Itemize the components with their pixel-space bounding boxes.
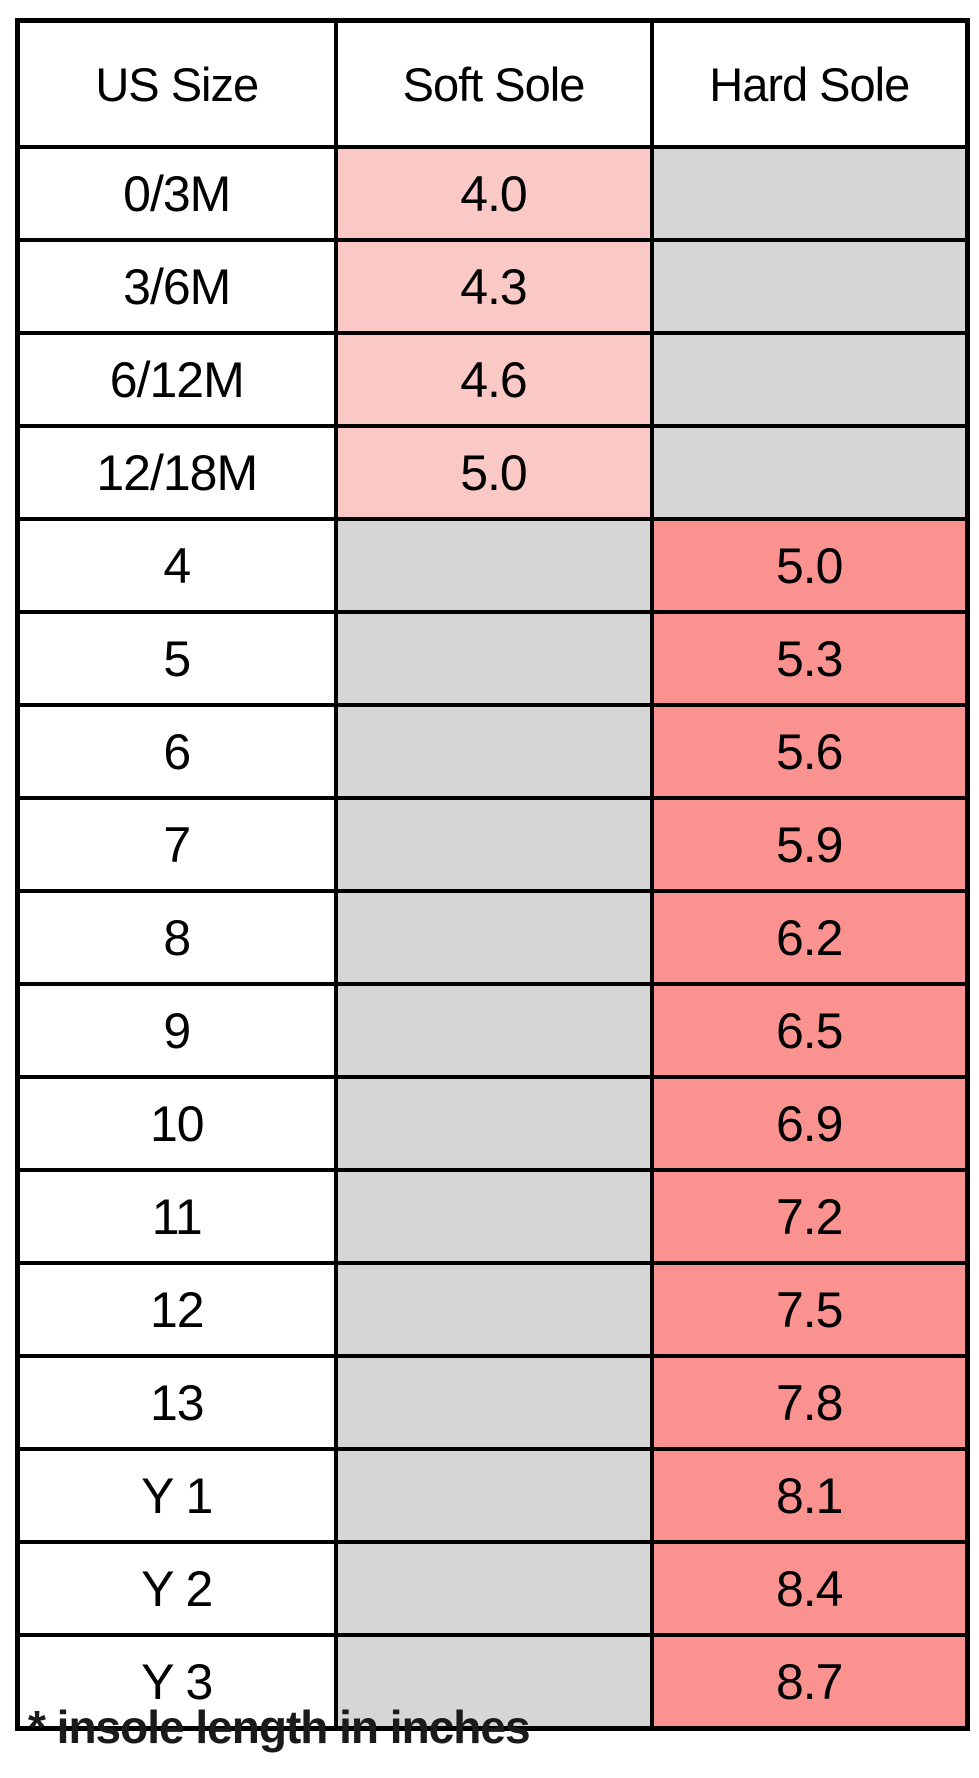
soft-sole-cell <box>333 982 654 1079</box>
us-size-cell: Y 3 <box>15 1633 338 1731</box>
hard-sole-cell: 7.2 <box>649 1168 970 1265</box>
footnote: * insole length in inches <box>28 1701 531 1753</box>
hard-sole-cell: 6.9 <box>649 1075 970 1172</box>
hard-sole-cell <box>649 238 970 335</box>
hard-sole-cell: 7.5 <box>649 1261 970 1358</box>
table-row: 12 7.5 <box>15 1261 970 1358</box>
table-row: 12/18M 5.0 <box>15 424 970 521</box>
table-row: 8 6.2 <box>15 889 970 986</box>
soft-sole-cell <box>333 1540 654 1637</box>
soft-sole-cell <box>333 610 654 707</box>
size-table-header: US Size Soft Sole Hard Sole <box>15 18 970 149</box>
col-header-soft-sole: Soft Sole <box>333 18 654 149</box>
table-row: 5 5.3 <box>15 610 970 707</box>
us-size-cell: 8 <box>15 889 338 986</box>
us-size-cell: Y 2 <box>15 1540 338 1637</box>
us-size-cell: 9 <box>15 982 338 1079</box>
hard-sole-cell: 5.3 <box>649 610 970 707</box>
us-size-cell: 10 <box>15 1075 338 1172</box>
table-row: Y 1 8.1 <box>15 1447 970 1544</box>
us-size-cell: 13 <box>15 1354 338 1451</box>
soft-sole-cell <box>333 517 654 614</box>
col-header-hard-sole: Hard Sole <box>649 18 970 149</box>
table-row: 10 6.9 <box>15 1075 970 1172</box>
hard-sole-cell <box>649 145 970 242</box>
us-size-cell: 12 <box>15 1261 338 1358</box>
soft-sole-cell <box>333 703 654 800</box>
hard-sole-cell: 6.5 <box>649 982 970 1079</box>
soft-sole-cell: 4.0 <box>333 145 654 242</box>
soft-sole-cell <box>333 1075 654 1172</box>
us-size-cell: 0/3M <box>15 145 338 242</box>
soft-sole-cell: 4.6 <box>333 331 654 428</box>
hard-sole-cell: 8.4 <box>649 1540 970 1637</box>
us-size-cell: 6/12M <box>15 331 338 428</box>
hard-sole-cell: 6.2 <box>649 889 970 986</box>
hard-sole-cell: 5.9 <box>649 796 970 893</box>
us-size-cell: 5 <box>15 610 338 707</box>
table-row: Y 3 8.7 <box>15 1633 970 1731</box>
soft-sole-cell: 4.3 <box>333 238 654 335</box>
hard-sole-cell: 8.1 <box>649 1447 970 1544</box>
us-size-cell: 12/18M <box>15 424 338 521</box>
soft-sole-cell <box>333 1447 654 1544</box>
hard-sole-cell <box>649 331 970 428</box>
us-size-cell: 11 <box>15 1168 338 1265</box>
table-row: 6/12M 4.6 <box>15 331 970 428</box>
size-table: US Size Soft Sole Hard Sole 0/3M 4.0 3/6M 4… <box>15 18 970 1731</box>
table-row: 4 5.0 <box>15 517 970 614</box>
us-size-cell: 7 <box>15 796 338 893</box>
table-row: 9 6.5 <box>15 982 970 1079</box>
soft-sole-cell: 5.0 <box>333 424 654 521</box>
us-size-cell: Y 1 <box>15 1447 338 1544</box>
hard-sole-cell: 7.8 <box>649 1354 970 1451</box>
soft-sole-cell <box>333 796 654 893</box>
table-row: 11 7.2 <box>15 1168 970 1265</box>
us-size-cell: 3/6M <box>15 238 338 335</box>
hard-sole-cell: 5.0 <box>649 517 970 614</box>
hard-sole-cell <box>649 424 970 521</box>
table-row: 3/6M 4.3 <box>15 238 970 335</box>
table-row: 6 5.6 <box>15 703 970 800</box>
table-row: 13 7.8 <box>15 1354 970 1451</box>
size-table-container: US Size Soft Sole Hard Sole 0/3M 4.0 3/6M 4… <box>15 18 970 1731</box>
soft-sole-cell <box>333 1633 654 1731</box>
soft-sole-cell <box>333 1354 654 1451</box>
table-row: 0/3M 4.0 <box>15 145 970 242</box>
table-row: Y 2 8.4 <box>15 1540 970 1637</box>
soft-sole-cell <box>333 1168 654 1265</box>
us-size-cell: 4 <box>15 517 338 614</box>
us-size-cell: 6 <box>15 703 338 800</box>
soft-sole-cell <box>333 1261 654 1358</box>
col-header-us-size: US Size <box>15 18 338 149</box>
hard-sole-cell: 8.7 <box>649 1633 970 1731</box>
hard-sole-cell: 5.6 <box>649 703 970 800</box>
size-table-body: 0/3M 4.0 3/6M 4.3 6/12M 4.6 12/18M 5.0 4 5.0 5 5.3 6… <box>15 145 970 1731</box>
table-row: 7 5.9 <box>15 796 970 893</box>
header-row: US Size Soft Sole Hard Sole <box>15 18 970 149</box>
soft-sole-cell <box>333 889 654 986</box>
